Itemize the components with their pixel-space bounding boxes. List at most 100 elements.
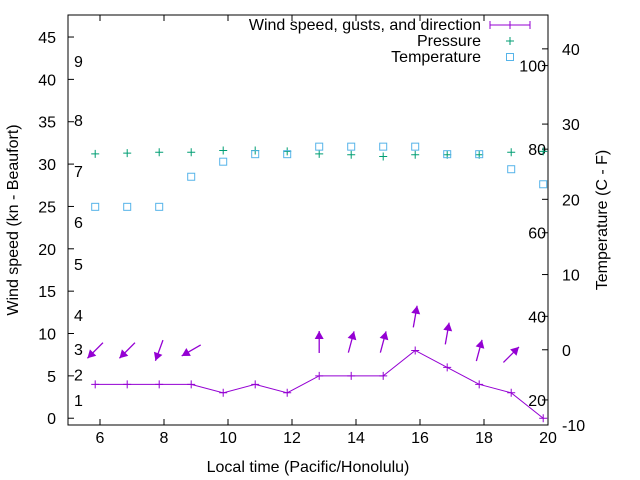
y2-tick-label: 40 [562, 42, 580, 59]
x-tick-label: 14 [347, 430, 365, 447]
y-tick-label: 20 [38, 242, 56, 259]
x-tick-label: 10 [219, 430, 237, 447]
temperature-point [219, 157, 228, 166]
fahrenheit-label: 40 [528, 309, 546, 326]
beaufort-label: 7 [74, 164, 83, 181]
y-tick-label: 35 [38, 115, 56, 132]
wind-direction-arrowhead [443, 322, 453, 332]
pressure-point [123, 149, 132, 158]
x-tick-label: 16 [411, 430, 429, 447]
temperature-point [155, 202, 164, 211]
temperature-point [507, 165, 516, 174]
beaufort-label: 2 [74, 367, 83, 384]
y-tick-label: 5 [47, 369, 56, 386]
wind-speed-point [475, 380, 484, 389]
x-tick-label: 8 [160, 430, 169, 447]
pressure-point [155, 148, 164, 157]
pressure-point [219, 146, 228, 155]
temperature-point [379, 142, 388, 151]
pressure-point [283, 147, 292, 156]
legend-label-pressure: Pressure [417, 33, 481, 50]
y-tick-label: 0 [47, 411, 56, 428]
wind-speed-point [379, 371, 388, 380]
fahrenheit-label: 80 [528, 142, 546, 159]
wind-direction-arrowhead [181, 348, 191, 356]
temperature-point [411, 142, 420, 151]
beaufort-label: 8 [74, 113, 83, 130]
legend: Wind speed, gusts, and direction Pressur… [249, 17, 531, 66]
x-tick-label: 6 [96, 430, 105, 447]
temperature-point [187, 172, 196, 181]
x-axis-label: Local time (Pacific/Honolulu) [207, 459, 410, 476]
fahrenheit-label: 100 [519, 59, 546, 76]
wind-direction-arrowhead [87, 349, 97, 359]
pressure-point [187, 148, 196, 157]
y2-tick-label: 30 [562, 117, 580, 134]
legend-label-wind: Wind speed, gusts, and direction [249, 17, 481, 34]
beaufort-label: 9 [74, 54, 83, 71]
wind-direction-arrowhead [379, 331, 389, 341]
fahrenheit-label: 60 [528, 226, 546, 243]
y2-tick-label: 10 [562, 268, 580, 285]
y2-tick-label: 0 [562, 343, 571, 360]
wind-speed-point [219, 388, 228, 397]
pressure-point [347, 150, 356, 159]
y-tick-label: 45 [38, 30, 56, 47]
temperature-point [251, 150, 260, 159]
y-tick-label: 25 [38, 199, 56, 216]
wind-speed-point [347, 371, 356, 380]
wind-speed-point [443, 363, 452, 372]
pressure-point [315, 149, 324, 158]
wind-direction-arrowhead [475, 339, 485, 349]
x-tick-label: 18 [475, 430, 493, 447]
wind-speed-point [507, 388, 516, 397]
wind-direction-arrowhead [510, 346, 519, 356]
wind-speed-point [123, 380, 132, 389]
x-tick-label: 12 [283, 430, 301, 447]
y-tick-label: 10 [38, 327, 56, 344]
beaufort-label: 5 [74, 257, 83, 274]
wind-direction-arrowhead [314, 330, 324, 339]
x-tick-label: 20 [539, 430, 557, 447]
plot-border [67, 14, 549, 426]
fahrenheit-label: 20 [528, 393, 546, 410]
pressure-point [379, 152, 388, 161]
beaufort-label: 4 [74, 308, 83, 325]
y2-axis-label: Temperature (C - F) [594, 150, 611, 290]
wind-direction-arrowhead [153, 351, 163, 361]
pressure-point [91, 149, 100, 158]
wind-speed-point [155, 380, 164, 389]
temperature-point [475, 150, 484, 159]
legend-swatch-pressure [506, 37, 514, 45]
y-tick-label: 30 [38, 157, 56, 174]
wind-direction-arrowhead [347, 331, 357, 341]
wind-speed-point [315, 371, 324, 380]
y-tick-label: 40 [38, 72, 56, 89]
wind-direction-arrowhead [119, 349, 129, 359]
pressure-point [411, 150, 420, 159]
wind-speed-point [283, 388, 292, 397]
pressure-point [539, 147, 548, 156]
y2-tick-label: -10 [562, 418, 585, 435]
temperature-point [91, 202, 100, 211]
temperature-point [443, 150, 452, 159]
beaufort-label: 3 [74, 342, 83, 359]
y-tick-label: 15 [38, 284, 56, 301]
legend-label-temperature: Temperature [391, 49, 481, 66]
beaufort-label: 1 [74, 393, 83, 410]
temperature-point [347, 142, 356, 151]
y2-tick-label: 20 [562, 192, 580, 209]
wind-speed-point [187, 380, 196, 389]
temperature-point [123, 202, 132, 211]
temperature-point [283, 150, 292, 159]
wind-speed-point [91, 380, 100, 389]
legend-swatch-temperature [506, 53, 514, 61]
beaufort-label: 6 [74, 215, 83, 232]
wind-speed-point [251, 380, 260, 389]
wind-direction-arrowhead [411, 305, 421, 315]
y-axis-label: Wind speed (kn - Beaufort) [5, 124, 22, 315]
temperature-point [315, 142, 324, 151]
temperature-point [539, 180, 548, 189]
wind-speed-point [539, 414, 548, 423]
